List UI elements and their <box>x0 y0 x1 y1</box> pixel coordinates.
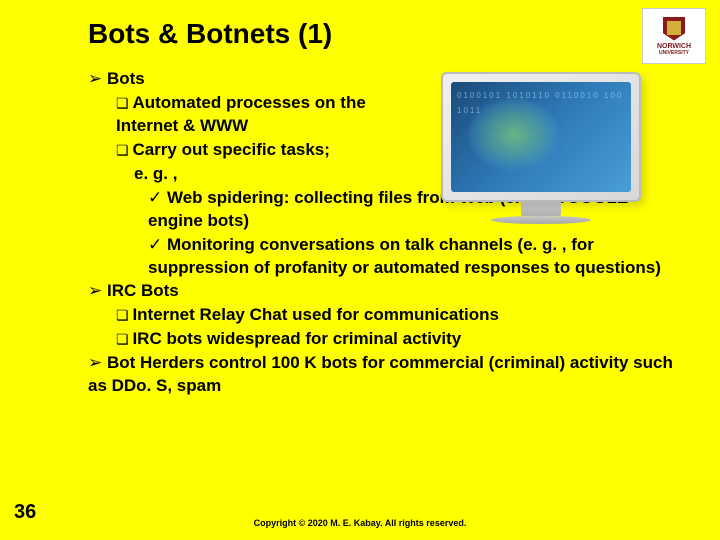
slide: NORWICH UNIVERSITY Bots & Botnets (1) Bo… <box>0 0 720 540</box>
monitor-screen <box>451 82 631 192</box>
bullet-l2: Carry out specific tasks; <box>88 139 418 162</box>
bullet-l2: Automated processes on the Internet & WW… <box>88 92 418 138</box>
logo-sub: UNIVERSITY <box>659 50 689 56</box>
bullet-l2: IRC bots widespread for criminal activit… <box>88 328 680 351</box>
monitor-base <box>491 216 591 224</box>
bullet-text: Automated processes on the Internet & WW… <box>116 93 366 135</box>
logo-text: NORWICH <box>657 43 691 50</box>
bullet-l1: IRC Bots <box>88 280 680 303</box>
bullet-l3: Monitoring conversations on talk channel… <box>88 234 680 280</box>
shield-icon <box>663 17 685 41</box>
copyright-text: Copyright © 2020 M. E. Kabay. All rights… <box>0 518 720 528</box>
bullet-text: e. g. , <box>134 164 177 183</box>
bullet-text: Bots <box>107 69 145 88</box>
monitor-illustration <box>432 72 650 232</box>
bullet-text: Monitoring conversations on talk channel… <box>148 235 661 277</box>
bullet-text: Internet Relay Chat used for communicati… <box>132 305 499 324</box>
monitor-body <box>441 72 641 202</box>
monitor-stand <box>521 202 561 216</box>
bullet-text: Carry out specific tasks; <box>132 140 329 159</box>
slide-title: Bots & Botnets (1) <box>88 18 720 50</box>
bullet-text: IRC Bots <box>107 281 179 300</box>
bullet-text: IRC bots widespread for criminal activit… <box>132 329 461 348</box>
bullet-cont: e. g. , <box>88 163 418 186</box>
bullet-text: Bot Herders control 100 K bots for comme… <box>88 353 673 395</box>
university-logo: NORWICH UNIVERSITY <box>642 8 706 64</box>
bullet-l1: Bot Herders control 100 K bots for comme… <box>88 352 680 398</box>
bullet-l2: Internet Relay Chat used for communicati… <box>88 304 680 327</box>
